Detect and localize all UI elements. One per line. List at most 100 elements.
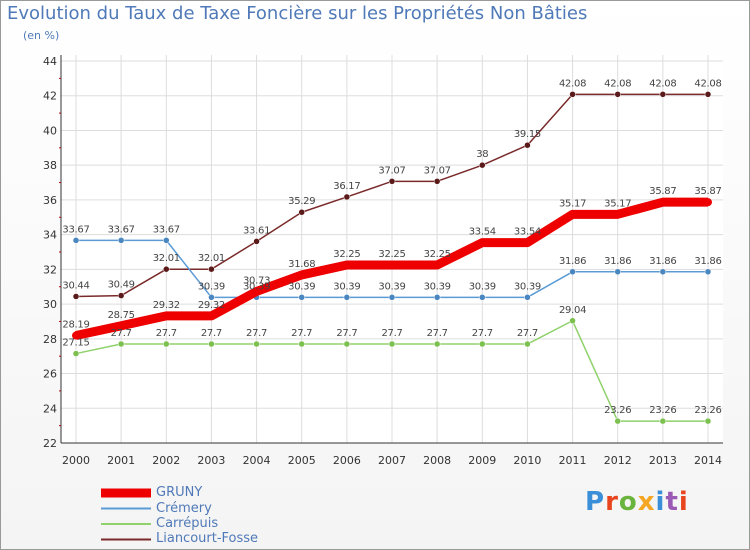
point-carrepuis xyxy=(72,350,80,357)
point-cremery xyxy=(614,268,621,276)
data-label-cremery: 31.86 xyxy=(604,256,631,267)
data-label-carrepuis: 27.7 xyxy=(427,328,448,339)
proxiti-logo: Proxiti xyxy=(585,487,689,517)
data-label-liancourt-fosse: 39.15 xyxy=(514,129,541,140)
data-label-liancourt-fosse: 42.08 xyxy=(559,78,586,89)
point-liancourt-fosse xyxy=(614,91,621,98)
x-tick-label: 2006 xyxy=(333,454,361,467)
data-label-cremery: 30.39 xyxy=(469,281,496,292)
x-tick-label: 2014 xyxy=(694,454,722,467)
data-label-cremery: 30.39 xyxy=(378,281,405,292)
point-gruny xyxy=(162,311,171,320)
x-tick-label: 2008 xyxy=(423,454,451,467)
point-carrepuis xyxy=(208,340,215,348)
x-tick-label: 2011 xyxy=(559,454,587,467)
data-label-gruny: 35.87 xyxy=(694,186,721,197)
point-carrepuis xyxy=(524,340,531,348)
data-label-carrepuis: 27.7 xyxy=(336,328,357,339)
point-cremery xyxy=(433,294,441,301)
data-label-carrepuis: 27.7 xyxy=(111,328,132,339)
data-label-gruny: 28.19 xyxy=(62,320,89,331)
x-tick-label: 2000 xyxy=(62,454,90,467)
y-tick-label: 44 xyxy=(43,55,57,68)
y-tick-label: 36 xyxy=(43,194,57,207)
point-gruny xyxy=(478,238,487,247)
data-label-carrepuis: 29.04 xyxy=(559,305,586,316)
point-gruny xyxy=(342,261,351,270)
data-label-gruny: 35.87 xyxy=(649,186,676,197)
point-carrepuis xyxy=(614,417,621,425)
x-tick-label: 2004 xyxy=(243,454,271,467)
data-label-carrepuis: 23.26 xyxy=(694,405,721,416)
data-label-gruny: 32.25 xyxy=(333,249,360,260)
point-cremery xyxy=(163,237,170,244)
x-tick-label: 2013 xyxy=(649,454,677,467)
data-label-liancourt-fosse: 33.61 xyxy=(243,225,270,236)
legend-label-cremery: Crémery xyxy=(156,501,212,516)
point-liancourt-fosse xyxy=(72,293,80,300)
data-label-carrepuis: 27.15 xyxy=(62,338,89,349)
data-label-gruny: 35.17 xyxy=(604,198,631,209)
data-label-cremery: 30.39 xyxy=(514,281,541,292)
y-tick-label: 28 xyxy=(43,333,57,346)
data-label-gruny: 30.73 xyxy=(243,275,270,286)
point-gruny xyxy=(117,321,126,330)
x-tick-label: 2009 xyxy=(468,454,496,467)
point-gruny xyxy=(72,331,80,340)
data-label-liancourt-fosse: 32.01 xyxy=(153,253,180,264)
data-label-gruny: 29.32 xyxy=(153,300,180,311)
data-label-liancourt-fosse: 36.17 xyxy=(333,181,360,192)
point-carrepuis xyxy=(388,340,396,348)
point-liancourt-fosse xyxy=(163,265,170,273)
data-label-cremery: 30.39 xyxy=(198,281,225,292)
point-gruny xyxy=(704,198,712,207)
data-label-cremery: 33.67 xyxy=(108,224,135,235)
y-tick-label: 42 xyxy=(43,90,57,103)
point-gruny xyxy=(297,270,306,279)
point-liancourt-fosse xyxy=(343,193,351,201)
data-label-cremery: 31.86 xyxy=(649,256,676,267)
point-liancourt-fosse xyxy=(524,141,531,149)
point-carrepuis xyxy=(163,340,170,348)
point-liancourt-fosse xyxy=(298,208,305,216)
data-label-gruny: 35.17 xyxy=(559,198,586,209)
x-tick-label: 2010 xyxy=(513,454,541,467)
point-carrepuis xyxy=(298,340,305,348)
x-tick-label: 2012 xyxy=(604,454,632,467)
point-cremery xyxy=(659,268,667,276)
y-tick-label: 30 xyxy=(43,298,57,311)
point-liancourt-fosse xyxy=(117,292,125,299)
data-label-carrepuis: 27.7 xyxy=(381,328,402,339)
data-label-gruny: 29.32 xyxy=(198,300,225,311)
data-label-liancourt-fosse: 32.01 xyxy=(198,253,225,264)
point-cremery xyxy=(72,237,80,244)
y-tick-label: 38 xyxy=(43,159,57,172)
x-tick-label: 2002 xyxy=(152,454,180,467)
point-liancourt-fosse xyxy=(479,161,486,169)
point-liancourt-fosse xyxy=(433,178,441,185)
data-label-gruny: 32.25 xyxy=(378,249,405,260)
point-carrepuis xyxy=(659,417,667,425)
point-cremery xyxy=(343,294,351,301)
point-gruny xyxy=(613,210,622,219)
data-label-cremery: 30.39 xyxy=(424,281,451,292)
data-label-gruny: 33.54 xyxy=(514,227,541,238)
data-label-liancourt-fosse: 30.44 xyxy=(62,280,89,291)
data-label-gruny: 28.75 xyxy=(108,310,135,321)
data-label-cremery: 30.39 xyxy=(333,281,360,292)
y-tick-label: 24 xyxy=(43,402,57,415)
data-label-gruny: 33.54 xyxy=(469,227,496,238)
unit-label: (en %) xyxy=(23,29,60,42)
point-cremery xyxy=(117,237,125,244)
x-tick-label: 2005 xyxy=(288,454,316,467)
point-liancourt-fosse xyxy=(388,178,396,185)
point-cremery xyxy=(298,294,305,301)
data-label-gruny: 32.25 xyxy=(424,249,451,260)
legend-label-liancourt-fosse: Liancourt-Fosse xyxy=(156,531,259,546)
data-label-cremery: 31.86 xyxy=(694,256,721,267)
data-label-gruny: 31.68 xyxy=(288,259,315,270)
data-label-liancourt-fosse: 38 xyxy=(476,149,488,160)
legend-label-carrepuis: Carrépuis xyxy=(156,516,219,531)
